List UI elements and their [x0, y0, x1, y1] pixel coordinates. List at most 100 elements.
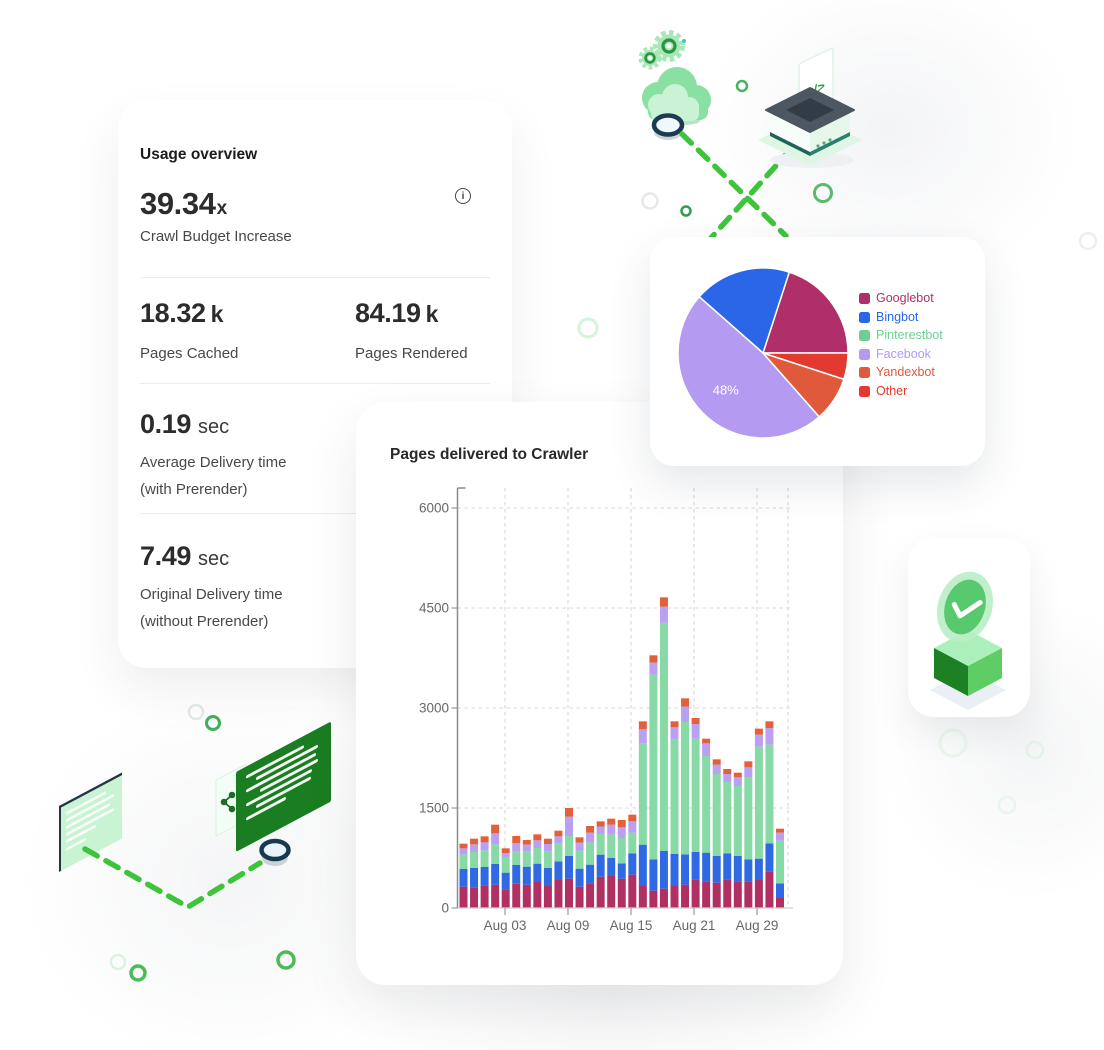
- bar-segment-bingbot: [765, 843, 774, 872]
- bar-segment-bingbot: [670, 854, 679, 886]
- bar-segment-bingbot: [712, 856, 721, 883]
- bar-segment-yandexbot: [617, 820, 626, 828]
- bar-segment-googlebot: [554, 880, 563, 908]
- legend-swatch: [859, 330, 870, 342]
- bar-segment-facebook: [733, 777, 742, 786]
- legend-item-facebook: Facebook: [859, 348, 943, 361]
- bar-segment-yandexbot: [712, 759, 721, 765]
- bar-stack: [649, 655, 658, 908]
- bar-segment-pinterestbot: [702, 756, 711, 853]
- avg-delivery-label-1: Average Delivery time: [140, 454, 287, 471]
- bar-segment-bingbot: [691, 852, 700, 880]
- bar-segment-bingbot: [702, 852, 711, 882]
- bar-segment-bingbot: [649, 859, 658, 891]
- bar-segment-bingbot: [638, 844, 647, 886]
- dashed-connector: [679, 131, 794, 241]
- bar-segment-facebook: [628, 821, 637, 833]
- bar-segment-pinterestbot: [681, 722, 690, 855]
- svg-text:3000: 3000: [419, 701, 449, 716]
- bar-segment-pinterestbot: [470, 852, 479, 868]
- bar-segment-facebook: [565, 816, 573, 836]
- bar-segment-yandexbot: [628, 814, 637, 822]
- pie-slice-label: 48%: [713, 382, 739, 397]
- bar-stack: [681, 698, 690, 908]
- bar-segment-facebook: [744, 767, 753, 778]
- bar-segment-facebook: [776, 832, 784, 841]
- bar-segment-yandexbot: [733, 772, 742, 778]
- legend-swatch: [859, 293, 870, 305]
- bar-segment-yandexbot: [470, 838, 479, 845]
- bar-segment-pinterestbot: [575, 850, 584, 869]
- bar-segment-yandexbot: [744, 761, 753, 768]
- info-icon[interactable]: i: [455, 188, 471, 204]
- bar-segment-googlebot: [470, 887, 479, 908]
- bar-segment-pinterestbot: [512, 851, 521, 865]
- code-document-icon: </>: [798, 47, 834, 116]
- bar-stack: [628, 814, 637, 908]
- original-delivery-value: 7.49 sec: [140, 541, 230, 571]
- bar-segment-yandexbot: [512, 836, 521, 843]
- bar-segment-googlebot: [617, 878, 626, 908]
- bar-segment-googlebot: [543, 886, 552, 908]
- bar-segment-googlebot: [522, 884, 531, 908]
- bar-segment-yandexbot: [596, 821, 605, 827]
- bar-segment-bingbot: [554, 861, 563, 880]
- bar-segment-pinterestbot: [543, 851, 552, 868]
- bar-segment-facebook: [512, 843, 521, 851]
- svg-text:4500: 4500: [419, 601, 449, 616]
- svg-text:Aug 15: Aug 15: [610, 918, 653, 933]
- bar-segment-facebook: [501, 853, 510, 857]
- bar-segment-facebook: [586, 832, 595, 843]
- legend-item-googlebot: Googlebot: [859, 292, 943, 305]
- bar-segment-googlebot: [575, 886, 584, 908]
- bar-segment-yandexbot: [670, 721, 679, 728]
- bar-segment-pinterestbot: [691, 738, 700, 852]
- bar-segment-yandexbot: [586, 826, 595, 833]
- legend-swatch: [859, 367, 870, 379]
- bar-segment-pinterestbot: [617, 838, 626, 864]
- bar-segment-pinterestbot: [596, 834, 605, 855]
- bar-stack: [733, 772, 742, 908]
- bar-segment-googlebot: [733, 881, 742, 908]
- pie-slice-facebook: [677, 296, 820, 439]
- bar-stack: [776, 828, 784, 908]
- y-tick-labels: 0 1500 3000 4500 6000: [419, 501, 449, 916]
- checkmark-cube-card: [908, 537, 1030, 717]
- bar-segment-googlebot: [586, 883, 595, 908]
- bar-segment-pinterestbot: [628, 832, 637, 854]
- bar-stack: [501, 848, 510, 908]
- bar-chart: 0 1500 3000 4500 6000 Aug 03 Aug 09 Aug 15 Aug 2…: [419, 487, 793, 933]
- pages-rendered-value: 84.19 k: [355, 298, 438, 328]
- bar-stack: [480, 836, 489, 908]
- legend-label: Other: [876, 383, 908, 398]
- bar-segment-pinterestbot: [744, 777, 753, 860]
- bar-segment-googlebot: [459, 886, 468, 908]
- bar-stack: [712, 759, 721, 908]
- message-card-icon: [59, 772, 122, 872]
- bar-stack: [765, 721, 774, 908]
- bar-segment-bingbot: [543, 868, 552, 886]
- pie-slice-other: [762, 352, 849, 381]
- bar-segment-googlebot: [681, 884, 690, 908]
- bar-segment-facebook: [480, 842, 489, 851]
- bar-segment-bingbot: [628, 853, 637, 875]
- bar-segment-googlebot: [702, 881, 711, 908]
- svg-text:0: 0: [441, 901, 449, 916]
- legend-item-bingbot: Bingbot: [859, 311, 943, 324]
- server-renderer-icon: </>: [758, 47, 862, 168]
- bar-segment-yandexbot: [681, 698, 690, 707]
- bar-segment-googlebot: [491, 884, 500, 908]
- bar-segment-yandexbot: [754, 728, 763, 735]
- bar-segment-yandexbot: [543, 838, 552, 844]
- bar-segment-googlebot: [776, 898, 784, 908]
- pages-cached-value: 18.32 k: [140, 298, 223, 328]
- bar-segment-googlebot: [723, 879, 732, 908]
- code-glyph: </>: [806, 78, 825, 101]
- bar-stack: [522, 840, 531, 908]
- svg-text:Aug 09: Aug 09: [547, 918, 590, 933]
- bar-segment-facebook: [575, 842, 584, 851]
- bar-segment-yandexbot: [649, 655, 658, 663]
- bar-segment-facebook: [596, 826, 605, 834]
- bar-segment-facebook: [522, 844, 531, 852]
